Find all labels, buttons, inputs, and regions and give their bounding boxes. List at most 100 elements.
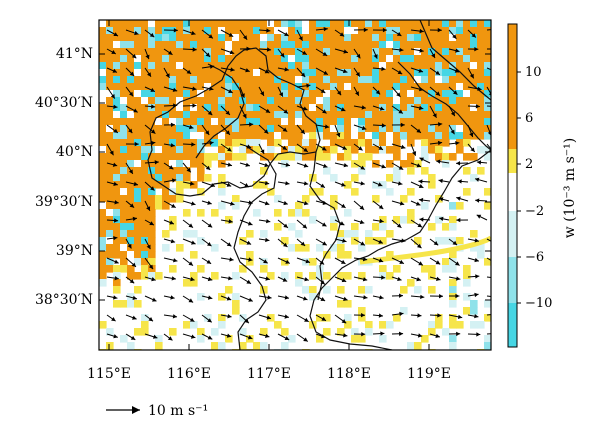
- shading-cell: [99, 118, 107, 126]
- shading-cell: [99, 146, 107, 154]
- shading-cell: [253, 125, 261, 133]
- shading-cell: [183, 139, 191, 147]
- shading-cell: [274, 104, 282, 112]
- wind-arrow: [125, 124, 133, 134]
- shading-cell: [421, 104, 429, 112]
- shading-cell: [288, 104, 296, 112]
- shading-cell: [393, 27, 401, 35]
- shading-cell: [225, 97, 233, 105]
- shading-cell: [197, 97, 205, 105]
- shading-cell: [120, 48, 128, 56]
- shading-cell: [197, 237, 205, 245]
- shading-cell: [232, 139, 240, 147]
- shading-cell: [274, 321, 282, 329]
- wind-arrow: [125, 200, 135, 208]
- shading-cell: [106, 202, 114, 210]
- shading-cell: [295, 55, 303, 63]
- shading-cell: [106, 244, 114, 252]
- wind-arrow: [448, 238, 458, 246]
- shading-cell: [120, 62, 128, 70]
- wind-arrow: [277, 124, 288, 133]
- shading-cell: [351, 223, 359, 231]
- shading-cell: [134, 90, 142, 98]
- wind-arrow: [334, 181, 346, 187]
- shading-cell: [120, 174, 128, 182]
- upward-contour-band: [359, 235, 491, 265]
- shading-cell: [281, 97, 289, 105]
- shading-cell: [309, 20, 317, 28]
- shading-cell: [155, 272, 163, 280]
- wind-arrow: [125, 276, 135, 284]
- shading-cell: [316, 111, 324, 119]
- shading-cell: [337, 76, 345, 84]
- shading-cell: [358, 41, 366, 49]
- shading-cell: [435, 125, 443, 133]
- shading-cell: [379, 216, 387, 224]
- shading-cell: [106, 188, 114, 196]
- wind-arrow: [334, 105, 346, 112]
- shading-cell: [365, 286, 373, 294]
- shading-cell: [162, 167, 170, 175]
- shading-cell: [176, 174, 184, 182]
- wind-arrow: [258, 314, 272, 320]
- shading-cell: [323, 48, 331, 56]
- shading-cell: [267, 83, 275, 91]
- shading-cell: [358, 286, 366, 294]
- wind-arrow: [296, 276, 309, 282]
- shading-cell: [456, 41, 464, 49]
- province-boundaries: [147, 20, 491, 350]
- shading-cell: [365, 48, 373, 56]
- shading-cell: [337, 272, 345, 280]
- shading-cell: [477, 132, 485, 140]
- shading-cell: [323, 314, 331, 322]
- wind-arrow: [163, 143, 175, 148]
- shading-cell: [239, 27, 247, 35]
- shading-cell: [148, 160, 156, 168]
- shading-cell: [148, 223, 156, 231]
- shading-cell: [267, 272, 275, 280]
- shading-cell: [281, 83, 289, 91]
- shading-cell: [155, 69, 163, 77]
- shading-cell: [323, 125, 331, 133]
- wind-arrow: [448, 29, 457, 40]
- shading-cell: [421, 111, 429, 119]
- shading-cell: [267, 34, 275, 42]
- shading-cell: [106, 90, 114, 98]
- lat-label: 39°30′N: [35, 194, 93, 210]
- shading-cell: [421, 41, 429, 49]
- shading-cell: [211, 104, 219, 112]
- shading-cell: [463, 139, 471, 147]
- shading-cell: [148, 153, 156, 161]
- shading-cell: [484, 188, 491, 196]
- lat-label: 40°30′N: [35, 95, 93, 111]
- shading-cell: [330, 20, 338, 28]
- wind-arrow: [353, 105, 366, 110]
- wind-arrow: [448, 331, 461, 337]
- shading-cell: [113, 300, 121, 308]
- shading-cell: [232, 20, 240, 28]
- shading-cell: [330, 55, 338, 63]
- wind-arrow: [163, 333, 173, 341]
- shading-cell: [295, 20, 303, 28]
- shading-cell: [477, 27, 485, 35]
- shading-cell: [281, 146, 289, 154]
- wind-arrow: [182, 162, 192, 173]
- shading-cell: [302, 195, 310, 203]
- shading-cell: [267, 188, 275, 196]
- shading-cell: [190, 181, 198, 189]
- shading-cell: [218, 139, 226, 147]
- shading-cell: [309, 76, 317, 84]
- shading-cell: [246, 48, 254, 56]
- shading-cell: [204, 20, 212, 28]
- shading-cell: [470, 300, 478, 308]
- shading-cell: [148, 244, 156, 252]
- wind-arrow: [201, 257, 212, 265]
- shading-cell: [400, 69, 408, 77]
- shading-cell: [134, 209, 142, 217]
- shading-cell: [295, 62, 303, 70]
- shading-cell: [141, 104, 149, 112]
- shading-cell: [127, 181, 135, 189]
- shading-cell: [113, 223, 121, 231]
- shading-cell: [463, 293, 471, 301]
- shading-cell: [260, 97, 268, 105]
